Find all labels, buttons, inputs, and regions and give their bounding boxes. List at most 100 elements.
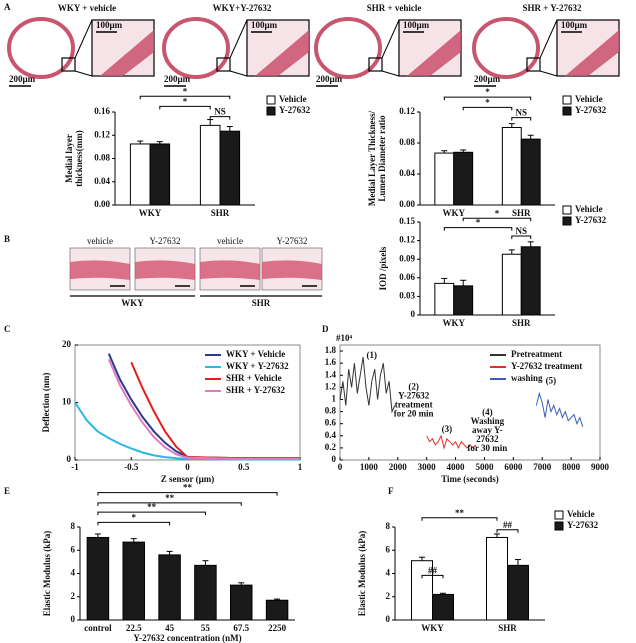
y-axis-label: Medial Layer Thickness/ xyxy=(367,110,377,206)
zoom-tissue xyxy=(100,30,154,76)
series-line xyxy=(535,391,584,427)
significance-label: NS xyxy=(214,107,226,117)
bar xyxy=(501,127,522,206)
y-tick-label: 0.4 xyxy=(325,430,337,440)
significance-bracket xyxy=(97,492,278,496)
y-tick-label: 0.06 xyxy=(399,272,415,282)
bar xyxy=(219,130,241,206)
y-multiplier: #10⁴ xyxy=(336,333,353,343)
annotation: Y-27632 xyxy=(398,390,430,400)
y-tick-label: 0.04 xyxy=(399,168,415,178)
y-tick-label: 0.8 xyxy=(325,406,337,416)
y-tick-label: 4 xyxy=(71,568,76,578)
vessel-ring xyxy=(7,17,75,79)
significance-label: ** xyxy=(183,483,193,493)
y-tick-label: 0.16 xyxy=(94,106,110,116)
significance-label: ## xyxy=(428,565,438,575)
y-tick-label: 0.12 xyxy=(399,235,415,245)
legend-label: Y-27632 xyxy=(279,105,311,115)
bar xyxy=(199,124,221,206)
significance-label: * xyxy=(183,86,188,96)
x-tick-label: 0 xyxy=(338,462,343,472)
y-axis-label: Lumen Diameter ratio xyxy=(377,115,387,202)
bar xyxy=(432,593,454,621)
x-tick-label: 5000 xyxy=(475,462,494,472)
legend-label: SHR + Vehicle xyxy=(226,373,282,383)
x-tick-label: control xyxy=(84,623,112,633)
x-tick-label: 2000 xyxy=(389,462,408,472)
legend-label: Vehicle xyxy=(279,94,307,104)
y-tick-label: 0.08 xyxy=(399,137,415,147)
y-tick-label: 0 xyxy=(386,614,391,624)
bar xyxy=(434,152,455,206)
significance-label: ** xyxy=(455,508,465,518)
significance-bracket xyxy=(97,502,242,506)
significance-bracket xyxy=(421,574,444,579)
y-axis-label: Medial layer xyxy=(64,134,74,183)
significance-bracket xyxy=(421,517,498,521)
y-tick-label: 10 xyxy=(62,397,72,407)
panel-label: B xyxy=(4,234,10,244)
x-tick-label: 2250 xyxy=(268,623,287,633)
scale-label: 200µm xyxy=(474,74,501,84)
zoom-connector xyxy=(539,19,558,59)
bar xyxy=(265,599,289,621)
x-tick-label: WKY xyxy=(443,208,466,218)
tissue xyxy=(262,260,322,280)
annotation: for 20 min xyxy=(394,408,434,418)
significance-label: * xyxy=(476,218,481,228)
x-tick-label: 4000 xyxy=(447,462,466,472)
bar xyxy=(194,564,217,621)
panel-label: C xyxy=(4,324,11,334)
x-tick-label: 7000 xyxy=(533,462,552,472)
scale-label: 100µm xyxy=(251,20,278,30)
plot-frame xyxy=(339,344,601,461)
y-axis-label: Elastic Modulus (kPa) xyxy=(357,531,367,617)
x-tick-label: WKY xyxy=(443,318,466,328)
y-tick-label: 6 xyxy=(71,544,76,554)
y-tick-label: 0 xyxy=(332,454,337,464)
bar xyxy=(520,138,541,206)
bar xyxy=(230,584,253,621)
x-tick-label: WKY xyxy=(421,623,444,633)
y-tick-label: 0.15 xyxy=(399,216,415,226)
legend-label: Vehicle xyxy=(567,509,595,519)
y-tick-label: 0.6 xyxy=(325,418,337,428)
y-tick-label: 2 xyxy=(71,591,76,601)
y-tick-label: 1.6 xyxy=(325,357,337,367)
x-axis-label: Y-27632 concentration (nM) xyxy=(133,633,241,643)
x-tick-label: 6000 xyxy=(504,462,523,472)
image-caption: WKY+Y-27632 xyxy=(213,3,272,13)
tissue xyxy=(135,260,195,280)
vessel-ring xyxy=(472,17,540,79)
legend-swatch xyxy=(562,205,572,215)
annotation: for 30 min xyxy=(467,443,507,453)
legend-swatch xyxy=(266,106,276,116)
significance-label: ** xyxy=(147,502,157,512)
series-line xyxy=(426,434,477,450)
image-label: Y-27632 xyxy=(277,236,308,246)
y-tick-label: 0.12 xyxy=(399,106,415,116)
significance-label: ** xyxy=(165,493,175,503)
x-tick-label: SHR xyxy=(512,208,531,218)
legend-label: Pretreatment xyxy=(511,349,562,359)
zoom-connector xyxy=(74,19,93,59)
annotation: (3) xyxy=(442,424,453,434)
y-tick-label: 0 xyxy=(67,454,72,464)
x-tick-label: 9000 xyxy=(591,462,610,472)
significance-label: ## xyxy=(503,520,513,530)
significance-label: NS xyxy=(515,108,527,118)
y-tick-label: 1.2 xyxy=(325,381,337,391)
image-caption: WKY + vehicle xyxy=(58,3,116,13)
bar xyxy=(129,143,151,206)
vessel-ring xyxy=(162,17,230,79)
x-tick-label: SHR xyxy=(211,208,230,218)
y-tick-label: 6 xyxy=(386,544,391,554)
significance-label: * xyxy=(485,87,490,97)
y-tick-label: 20 xyxy=(62,339,72,349)
annotation: (4) xyxy=(482,407,493,417)
significance-label: * xyxy=(183,96,188,106)
bar xyxy=(453,285,474,316)
y-tick-label: 0 xyxy=(411,309,416,319)
significance-bracket xyxy=(97,521,171,526)
